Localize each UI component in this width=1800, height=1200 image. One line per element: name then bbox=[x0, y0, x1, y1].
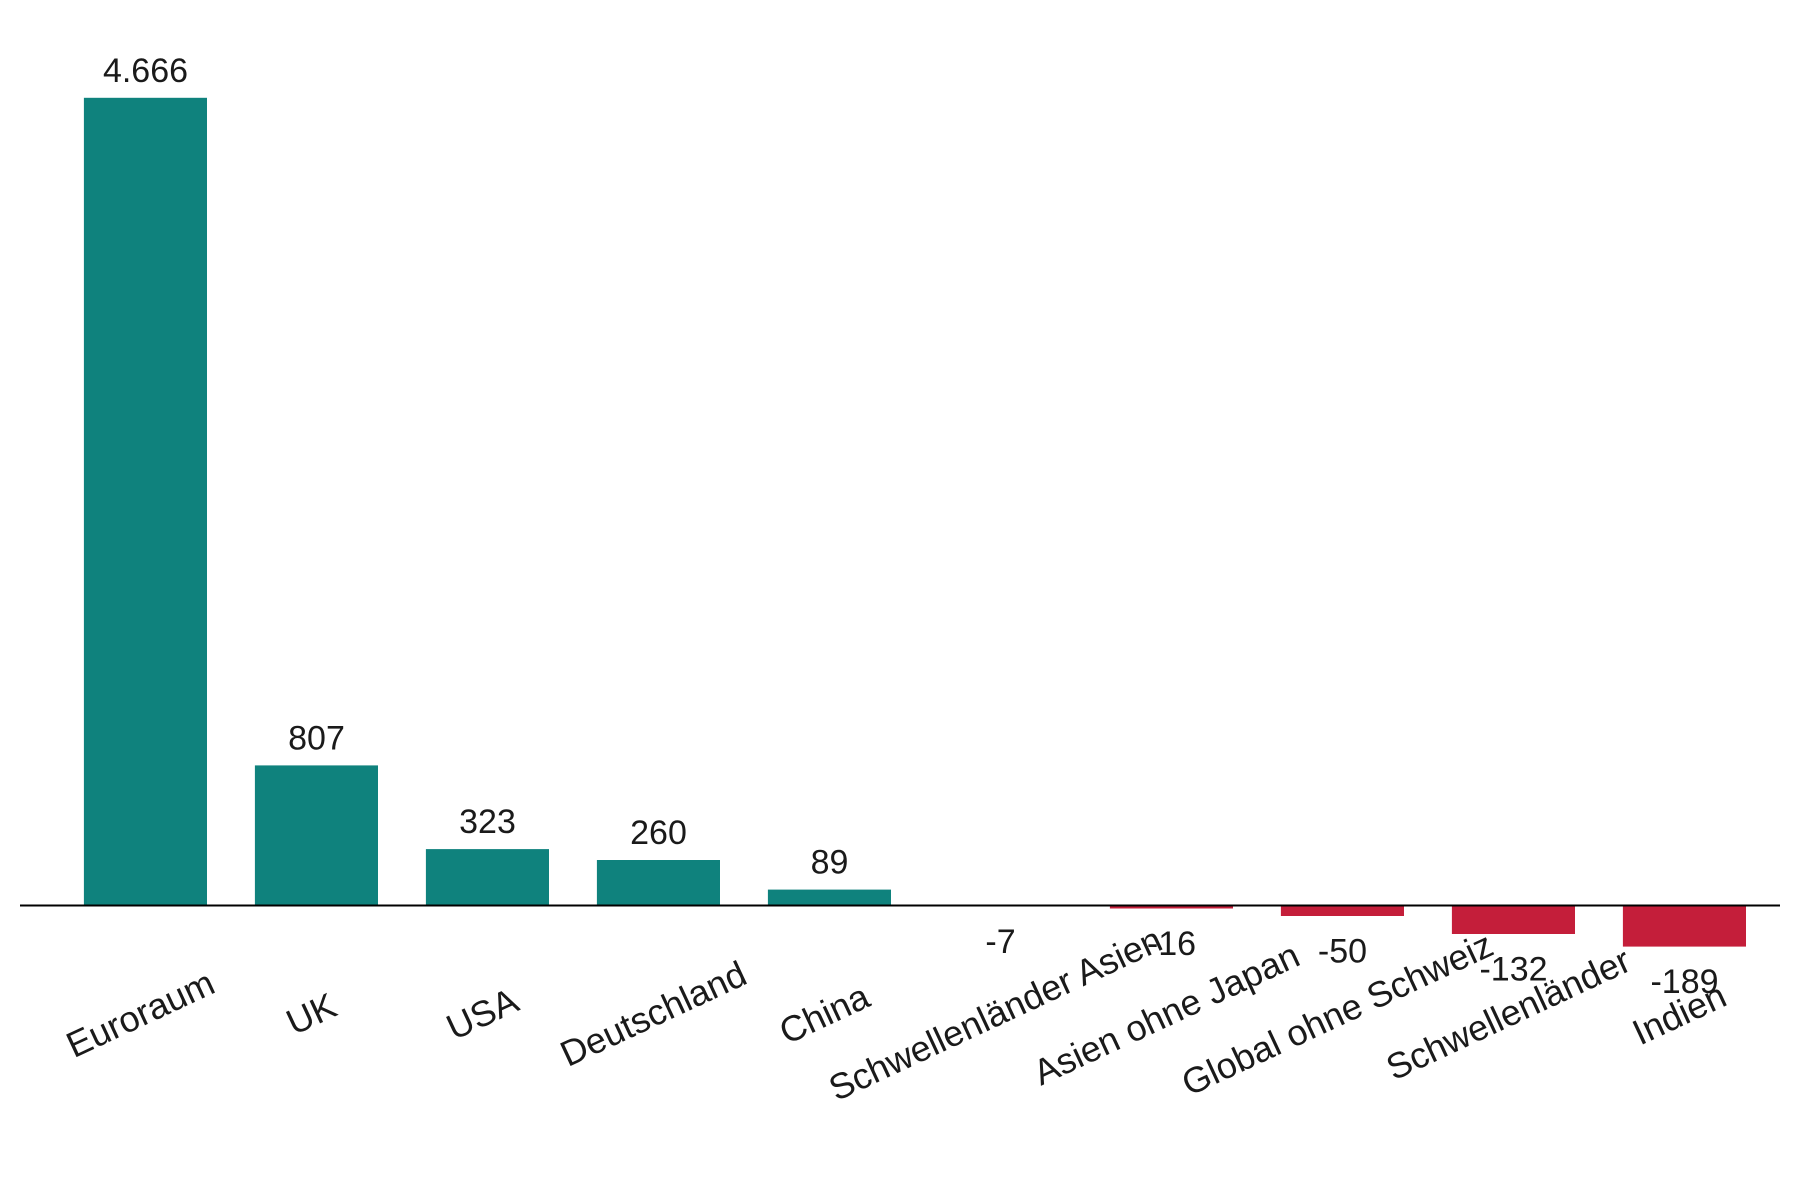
bar bbox=[1623, 905, 1746, 947]
bar-value-label: 807 bbox=[288, 719, 345, 757]
bar bbox=[426, 849, 549, 905]
bar bbox=[1281, 905, 1404, 916]
category-label: Euroraum bbox=[60, 962, 221, 1066]
bar bbox=[597, 860, 720, 905]
category-label: China bbox=[773, 975, 876, 1052]
chart-svg: 4.66680732326089-7-16-50-132-189Euroraum… bbox=[0, 0, 1800, 1200]
bar-value-label: 260 bbox=[630, 814, 687, 852]
bar bbox=[255, 765, 378, 905]
bar bbox=[768, 890, 891, 905]
bar-chart: 4.66680732326089-7-16-50-132-189Euroraum… bbox=[0, 0, 1800, 1200]
bar-value-label: -50 bbox=[1318, 933, 1367, 971]
category-label: USA bbox=[440, 979, 524, 1047]
bar-value-label: 323 bbox=[459, 803, 516, 841]
bar-value-label: 4.666 bbox=[103, 52, 188, 90]
category-label: UK bbox=[280, 985, 343, 1043]
bar-value-label: -7 bbox=[985, 923, 1015, 961]
bar bbox=[84, 98, 207, 905]
category-label: Deutschland bbox=[554, 953, 753, 1075]
bar-value-label: 89 bbox=[811, 844, 849, 882]
